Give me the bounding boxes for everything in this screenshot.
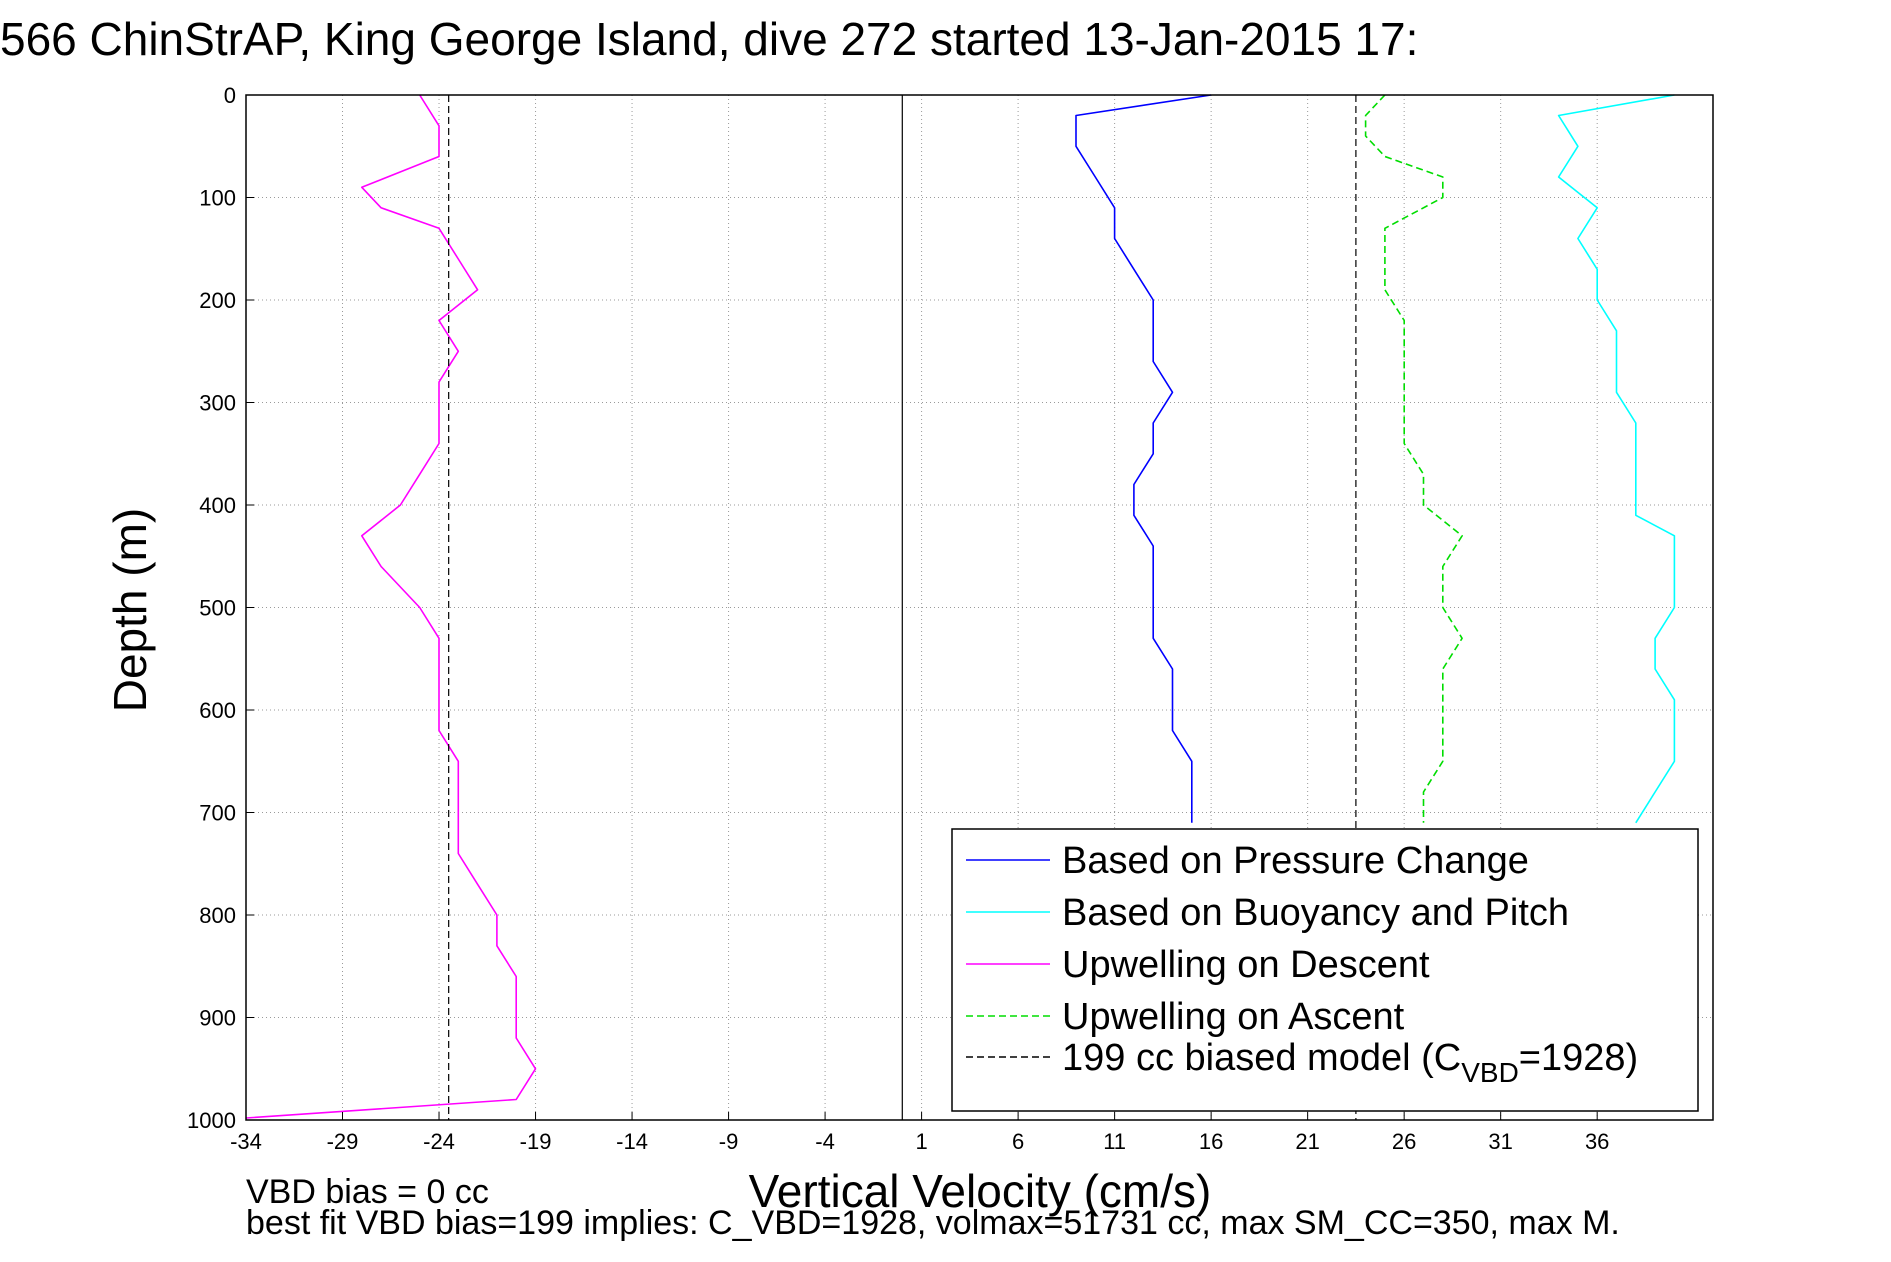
legend-label-0: Based on Pressure Change [1062, 840, 1529, 882]
legend-label-2: Upwelling on Descent [1062, 944, 1430, 986]
series-line-2 [245, 94, 537, 1119]
x-tick-label: 31 [1488, 1129, 1512, 1154]
y-tick-label: 100 [199, 186, 236, 211]
y-tick-label: 900 [199, 1006, 236, 1031]
legend-label-1: Based on Buoyancy and Pitch [1062, 892, 1569, 934]
legend: Based on Pressure Change Based on Buoyanc… [951, 828, 1699, 1112]
reference-lines [448, 95, 1357, 1120]
x-tick-label: 36 [1585, 1129, 1609, 1154]
legend-box [951, 828, 1699, 1112]
x-tick-label: -14 [616, 1129, 648, 1154]
x-tick-label: -29 [327, 1129, 359, 1154]
x-tick-label: 11 [1103, 1129, 1126, 1154]
y-tick-label: 300 [199, 391, 236, 416]
grid-lines [245, 94, 1713, 1121]
axis-ticks: -34 -29 -24 -19 -14 -9 -4 1 6 11 16 21 26 31 360100200… [187, 83, 1609, 1154]
series-line-1 [1557, 94, 1676, 824]
x-tick-label: -19 [520, 1129, 552, 1154]
legend-label-3: Upwelling on Ascent [1062, 996, 1405, 1038]
y-tick-label: 200 [199, 288, 236, 313]
x-tick-label: 1 [915, 1129, 927, 1154]
x-tick-label: -9 [719, 1129, 739, 1154]
best-fit-note: best fit VBD bias=199 implies: C_VBD=192… [246, 1204, 1620, 1242]
x-tick-label: -4 [815, 1129, 835, 1154]
x-tick-label: -34 [230, 1129, 262, 1154]
x-tick-label: -24 [423, 1129, 455, 1154]
y-tick-label: 700 [199, 801, 236, 826]
x-tick-label: 26 [1392, 1129, 1416, 1154]
chart-title: 566 ChinStrAP, King George Island, dive … [0, 13, 1419, 65]
series-line-3 [1364, 94, 1463, 823]
x-tick-label: 16 [1199, 1129, 1223, 1154]
y-tick-label: 400 [199, 493, 236, 518]
vbd-bias-note: VBD bias = 0 cc [246, 1173, 489, 1211]
x-axis-label: Vertical Velocity (cm/s) [748, 1165, 1212, 1217]
y-tick-label: 0 [224, 83, 236, 108]
y-tick-label: 800 [199, 903, 236, 928]
legend-label-model: 199 cc biased model (CVBD=1928) [1062, 1037, 1638, 1088]
series-line-0 [1075, 94, 1212, 823]
series-layer [245, 94, 1676, 1119]
y-tick-label: 600 [199, 698, 236, 723]
x-tick-label: 6 [1012, 1129, 1024, 1154]
y-tick-label: 500 [199, 596, 236, 621]
y-tick-label: 1000 [187, 1108, 236, 1133]
x-tick-label: 21 [1295, 1129, 1319, 1154]
